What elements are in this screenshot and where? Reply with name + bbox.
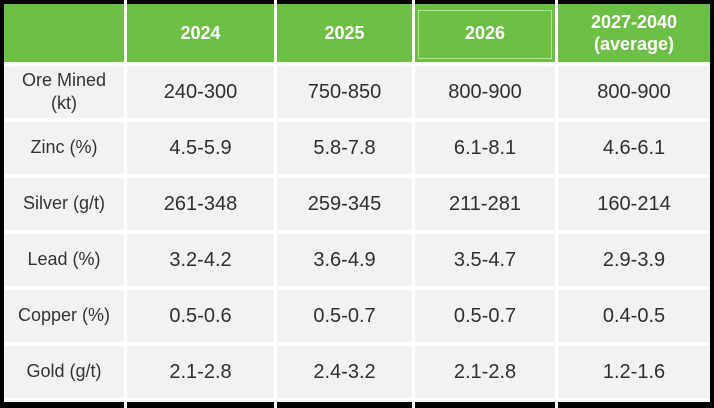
data-cell: 0.5-0.7	[415, 290, 555, 342]
bottom-border-segment	[277, 402, 412, 408]
data-cell: 160-214	[558, 178, 710, 230]
data-cell: 3.2-4.2	[127, 234, 274, 286]
data-cell: 3.6-4.9	[277, 234, 412, 286]
data-cell: 750-850	[277, 66, 412, 118]
data-cell: 4.5-5.9	[127, 122, 274, 174]
data-cell: 3.5-4.7	[415, 234, 555, 286]
header-cell-blank	[4, 0, 124, 62]
data-cell: 2.1-2.8	[127, 346, 274, 398]
row-label-silver: Silver (g/t)	[4, 178, 124, 230]
data-cell: 6.1-8.1	[415, 122, 555, 174]
data-cell: 259-345	[277, 178, 412, 230]
row-label-zinc: Zinc (%)	[4, 122, 124, 174]
bottom-border-segment	[415, 402, 555, 408]
data-cell: 0.4-0.5	[558, 290, 710, 342]
row-label-ore-mined: Ore Mined (kt)	[4, 66, 124, 118]
data-cell: 211-281	[415, 178, 555, 230]
data-cell: 1.2-1.6	[558, 346, 710, 398]
data-cell: 800-900	[558, 66, 710, 118]
header-cell-2024: 2024	[127, 0, 274, 62]
table-grid: 2024 2025 2026 2027-2040 (average) Ore M…	[4, 0, 710, 408]
data-cell: 2.1-2.8	[415, 346, 555, 398]
data-cell: 4.6-6.1	[558, 122, 710, 174]
row-label-copper: Copper (%)	[4, 290, 124, 342]
header-cell-2025: 2025	[277, 0, 412, 62]
data-cell: 2.4-3.2	[277, 346, 412, 398]
data-cell: 240-300	[127, 66, 274, 118]
data-cell: 261-348	[127, 178, 274, 230]
bottom-border-segment	[127, 402, 274, 408]
data-cell: 800-900	[415, 66, 555, 118]
bottom-border-segment	[558, 402, 710, 408]
bottom-border-segment	[4, 402, 124, 408]
header-cell-2026: 2026	[415, 0, 555, 62]
data-cell: 0.5-0.6	[127, 290, 274, 342]
row-label-gold: Gold (g/t)	[4, 346, 124, 398]
header-cell-2027-2040-average: 2027-2040 (average)	[558, 0, 710, 62]
row-label-lead: Lead (%)	[4, 234, 124, 286]
data-cell: 5.8-7.8	[277, 122, 412, 174]
data-cell: 0.5-0.7	[277, 290, 412, 342]
data-cell: 2.9-3.9	[558, 234, 710, 286]
